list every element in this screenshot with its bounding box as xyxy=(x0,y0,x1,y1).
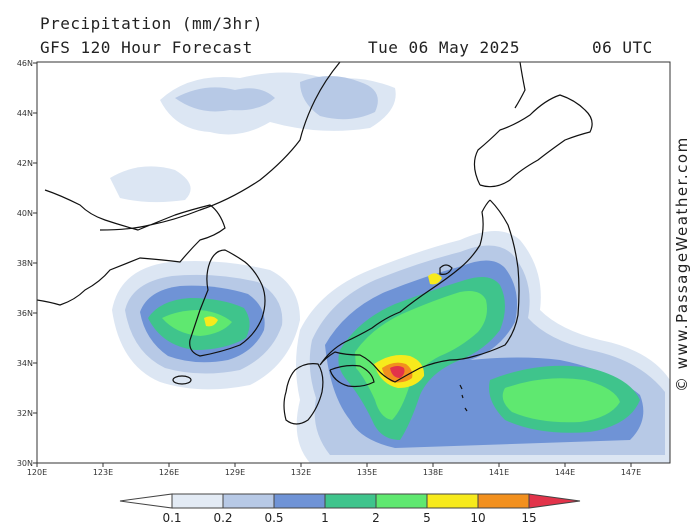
colorbar-arrow-right xyxy=(528,493,581,509)
colorbar-tick-label: 10 xyxy=(470,511,485,525)
colorbar-segment xyxy=(324,493,377,509)
colorbar-arrow-left xyxy=(119,493,173,509)
colorbar-tick-label: 0.5 xyxy=(264,511,283,525)
colorbar-segment xyxy=(273,493,326,509)
colorbar-segment xyxy=(477,493,530,509)
latitude-labels: 30N 32N 34N 36N 38N 40N 42N 44N 46N xyxy=(17,59,33,468)
coastline-shikoku xyxy=(329,364,375,388)
coastline-kyushu xyxy=(283,363,324,425)
lon-label: 120E xyxy=(27,468,47,477)
lon-label: 123E xyxy=(93,468,113,477)
precip-area-korea-yellow xyxy=(204,316,218,327)
precip-area-northeast-blue xyxy=(300,76,378,120)
colorbar: 0.1 0.2 0.5 1 2 5 10 15 xyxy=(119,493,581,525)
colorbar-tick-label: 5 xyxy=(423,511,431,525)
precip-area-north-spots xyxy=(110,166,191,203)
colorbar-tick-label: 15 xyxy=(521,511,536,525)
lat-label: 36N xyxy=(17,309,33,318)
lat-label: 40N xyxy=(17,209,33,218)
lat-label: 32N xyxy=(17,409,33,418)
forecast-subtitle: GFS 120 Hour Forecast xyxy=(40,38,253,57)
map-title: Precipitation (mm/3hr) xyxy=(40,14,263,33)
coastline-korea xyxy=(189,249,266,357)
coastlines xyxy=(37,62,593,425)
coastline-honshu xyxy=(319,199,520,383)
precip-area-japan-red xyxy=(390,366,405,378)
lon-label: 144E xyxy=(555,468,575,477)
axis-ticks xyxy=(33,62,632,467)
colorbar-segment xyxy=(375,493,428,509)
precip-area-korea-green xyxy=(162,310,232,336)
lat-label: 44N xyxy=(17,109,33,118)
coastline-jeju xyxy=(172,375,192,385)
precip-layer xyxy=(110,72,670,463)
coastline-hokkaido xyxy=(473,94,593,188)
coastline-sado xyxy=(439,264,453,275)
lat-label: 42N xyxy=(17,159,33,168)
lat-label: 34N xyxy=(17,359,33,368)
forecast-date: Tue 06 May 2025 xyxy=(368,38,520,57)
lon-label: 132E xyxy=(291,468,311,477)
lat-label: 30N xyxy=(17,459,33,468)
precip-area-north-blue xyxy=(175,87,275,112)
precip-area-japan-green xyxy=(355,291,487,420)
map-frame xyxy=(36,61,671,464)
colorbar-tick-label: 1 xyxy=(321,511,329,525)
longitude-labels: 120E 123E 126E 129E 132E 135E 138E 141E … xyxy=(27,468,641,477)
precip-area-north-yellow xyxy=(428,273,442,285)
lon-label: 141E xyxy=(489,468,509,477)
lon-label: 126E xyxy=(159,468,179,477)
colorbar-tick-label: 0.1 xyxy=(162,511,181,525)
lat-label: 46N xyxy=(17,59,33,68)
credit-watermark: © www.PassageWeather.com xyxy=(673,136,691,392)
lat-label: 38N xyxy=(17,259,33,268)
lon-label: 147E xyxy=(621,468,641,477)
lon-label: 129E xyxy=(225,468,245,477)
lon-label: 135E xyxy=(357,468,377,477)
colorbar-segment xyxy=(426,493,479,509)
colorbar-segment xyxy=(171,493,224,509)
forecast-time: 06 UTC xyxy=(592,38,653,57)
coastline-asia-mainland xyxy=(37,62,341,306)
colorbar-tick-label: 2 xyxy=(372,511,380,525)
colorbar-tick-label: 0.2 xyxy=(213,511,232,525)
precip-area-east-green xyxy=(502,378,620,423)
coastline-sakhalin xyxy=(514,62,526,109)
coastline-izu-islands xyxy=(459,384,468,412)
lon-label: 138E xyxy=(423,468,443,477)
colorbar-segment xyxy=(222,493,275,509)
